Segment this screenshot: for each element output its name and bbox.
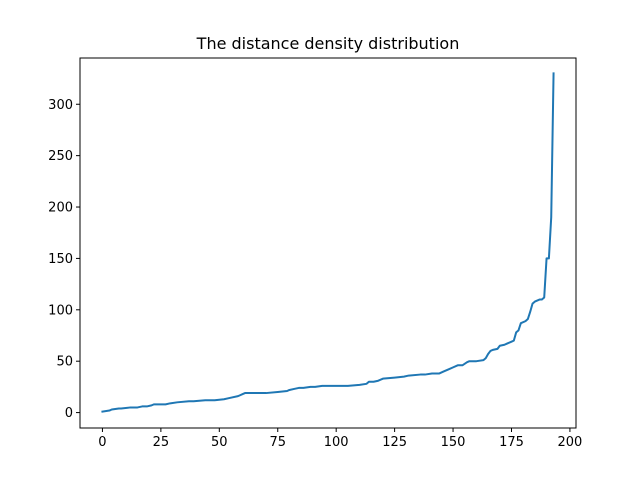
y-tick-label: 100 — [48, 303, 73, 318]
x-tick-label: 100 — [324, 435, 349, 450]
y-tick-label: 200 — [48, 201, 73, 216]
y-tick-label: 150 — [48, 252, 73, 267]
x-tick-label: 25 — [153, 435, 170, 450]
x-tick-label: 0 — [98, 435, 106, 450]
y-axis: 0 50 100 150 200 250 300 — [48, 98, 80, 421]
y-tick-label: 250 — [48, 149, 73, 164]
x-tick-label: 75 — [269, 435, 286, 450]
plot-frame — [79, 57, 577, 429]
y-tick-label: 300 — [48, 98, 73, 113]
x-tick-label: 50 — [211, 435, 228, 450]
x-tick-label: 150 — [441, 435, 466, 450]
x-tick-label: 175 — [499, 435, 524, 450]
y-tick-label: 50 — [56, 355, 73, 370]
x-tick-label: 125 — [382, 435, 407, 450]
x-axis: 0 25 50 75 100 125 150 175 200 — [98, 428, 582, 450]
series-line — [101, 72, 555, 413]
x-tick-label: 200 — [558, 435, 583, 450]
chart-title: The distance density distribution — [196, 34, 460, 53]
y-tick-label: 0 — [65, 406, 73, 421]
plot-area — [101, 72, 555, 413]
